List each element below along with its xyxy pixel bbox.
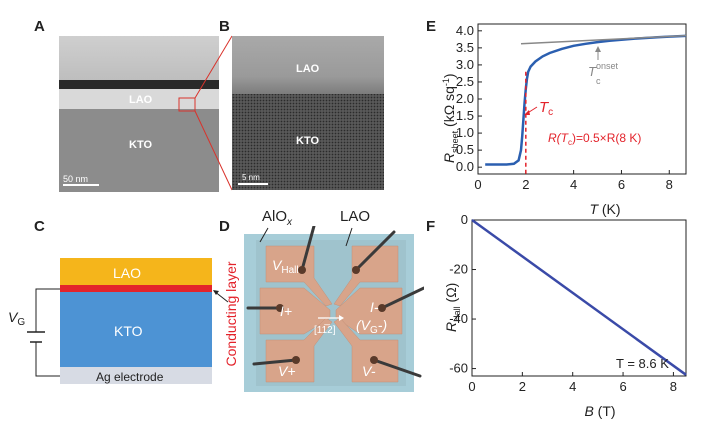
chart-f-ytick-label: -60: [449, 361, 468, 376]
panel-label-b: B: [219, 18, 230, 35]
chart-f-xlabel: B (T): [584, 403, 615, 419]
panel-d-pointers: [259, 227, 353, 247]
aiox-label: AlOx: [262, 208, 293, 228]
chart-f-xtick-label: 6: [619, 379, 626, 394]
panel-label-d: D: [219, 218, 230, 235]
chart-e-ytick-label: 3.0: [456, 57, 474, 72]
chart-e-ytick-label: 0.0: [456, 159, 474, 174]
panel-b-lao-label: LAO: [296, 63, 320, 75]
chart-f-frame: [471, 219, 687, 377]
vhall-label: VHall: [272, 257, 299, 276]
tc-label: Tc: [539, 99, 553, 118]
chart-e-ytick-label: 1.0: [456, 125, 474, 140]
panel-label-c: C: [34, 218, 45, 235]
direction-label: [11̅2]: [314, 324, 336, 336]
chart-f-xtick-label: 2: [519, 379, 526, 394]
panel-c-vg-label: VG: [8, 309, 25, 328]
panel-a-kto-label: KTO: [129, 139, 152, 151]
panel-d-lao-label: LAO: [340, 208, 371, 225]
panel-c-electrode-label: Ag electrode: [96, 370, 164, 384]
panel-e-chart: 0 2 4 6 8 0.0 0.5 1.0 1.5 2.0 2.5 3.0 3.5 4.0 T (K) R…: [441, 23, 687, 217]
conducting-layer-label-wrap: Conducting layer: [222, 240, 240, 390]
vminus-label: V-: [362, 363, 376, 379]
kto-block: [60, 292, 212, 367]
capping-layer: [59, 80, 219, 89]
chart-f-xtick-label: 4: [569, 379, 576, 394]
chart-e-series-0: [485, 34, 687, 166]
chart-f-ytick-label: -20: [449, 262, 468, 277]
panel-c-kto-label: KTO: [114, 323, 143, 339]
panel-f-chart: 0 2 4 6 8 0 -20 -40 -60 B (T) RHall (Ω) T = 8.6 …: [443, 214, 687, 419]
ag-electrode-block: [60, 367, 212, 384]
panel-b-scale-label: 5 nm: [242, 173, 260, 182]
chart-e-xtick-label: 6: [618, 177, 625, 192]
pad-vminus: [333, 317, 399, 383]
chart-e-ytick-label: 2.5: [456, 74, 474, 89]
zoom-box: [178, 97, 196, 112]
chart-f-ylabel: RHall (Ω): [443, 283, 462, 332]
panel-a-tem-image: LAO KTO 50 nm: [59, 36, 219, 192]
panel-c-schematic: LAO KTO Ag electrode VG: [8, 258, 229, 384]
chart-e-xtick-label: 2: [522, 177, 529, 192]
lao-block: [60, 258, 212, 285]
vplus-label: V+: [278, 363, 296, 379]
panel-label-f: F: [426, 218, 436, 235]
iplus-label: I+: [280, 303, 292, 319]
chart-f-ytick-label: 0: [461, 214, 468, 227]
probe-5: [252, 358, 298, 366]
panel-b-kto-label: KTO: [296, 135, 319, 147]
chart-e-frame: [477, 23, 687, 175]
probe-4: [380, 286, 424, 310]
conducting-layer-block: [60, 285, 212, 292]
panel-a-scale-label: 50 nm: [63, 174, 88, 184]
iminus-label: I-: [370, 299, 379, 315]
chart-f-xtick-label: 8: [670, 379, 677, 394]
relation-label: R(Tc)=0.5×R(8 K): [548, 131, 641, 147]
kto-substrate: [59, 109, 219, 192]
panel-d-device-photo: [11̅2] VHall I+ I- (VG-) V+ V-: [244, 226, 424, 392]
probe-1: [300, 226, 316, 272]
probe-2: [354, 230, 396, 272]
chart-f-xtick-label: 0: [468, 379, 475, 394]
chart-e-xtick-label: 0: [474, 177, 481, 192]
chart-e-ylabel: Rsheet (kΩ sq-1): [441, 73, 460, 163]
panel-a-lao-label: LAO: [129, 94, 153, 106]
chart-f-series-0: [471, 218, 687, 376]
vg-minus-label: (VG-): [356, 317, 387, 336]
chart-e-xlabel: T (K): [589, 201, 620, 217]
pad-top-right: [333, 245, 399, 307]
chart-e-series-1: [520, 34, 687, 45]
chart-e-ytick-label: 3.5: [456, 40, 474, 55]
chart-f-ytick-label: -40: [449, 311, 468, 326]
tonset-label: Tonset: [588, 61, 618, 79]
tonset-sub: c: [596, 76, 601, 86]
pad-vplus: [265, 317, 333, 383]
chart-e-ytick-label: 0.5: [456, 142, 474, 157]
chart-e-xtick-label: 4: [570, 177, 577, 192]
temperature-annotation: T = 8.6 K: [616, 356, 669, 371]
chart-e-ytick-label: 4.0: [456, 23, 474, 38]
panel-label-e: E: [426, 18, 437, 35]
chart-e-ytick-label: 2.0: [456, 91, 474, 106]
probe-6: [372, 358, 422, 378]
panel-c-lao-label: LAO: [113, 265, 141, 281]
panel-b-hrtem-image: LAO KTO 5 nm: [232, 36, 384, 190]
pad-vhall: [265, 245, 333, 307]
conducting-layer-label: Conducting layer: [223, 261, 239, 367]
panel-label-a: A: [34, 18, 45, 35]
chart-e-xtick-label: 8: [666, 177, 673, 192]
chart-e-ytick-label: 1.5: [456, 108, 474, 123]
